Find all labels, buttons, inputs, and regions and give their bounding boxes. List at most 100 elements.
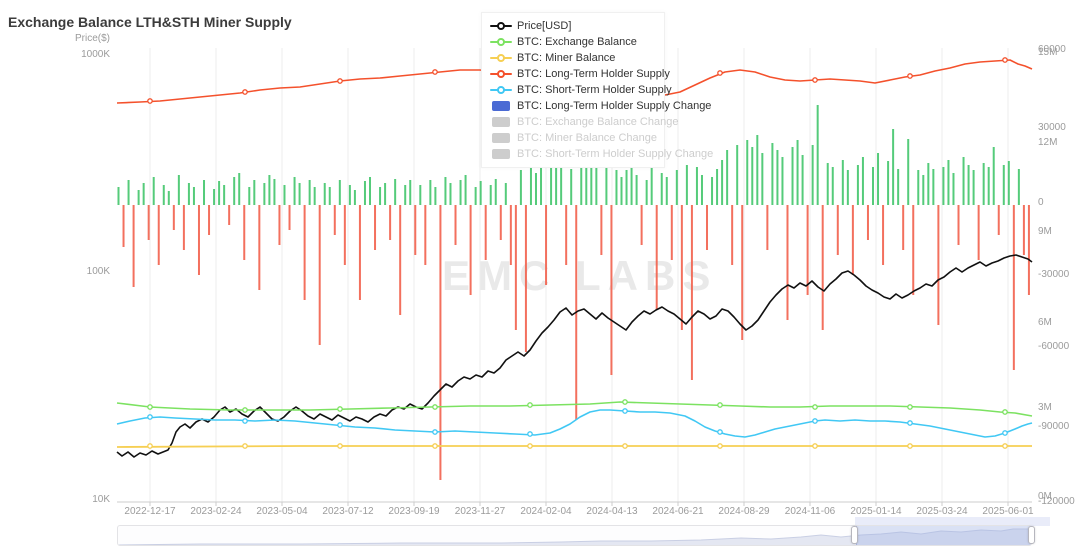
lth-change-bar-negative (670, 205, 673, 260)
legend-line-icon (490, 85, 512, 95)
lth-change-bar-positive (142, 183, 145, 205)
lth-change-bar-negative (484, 205, 487, 260)
series-marker (907, 420, 913, 426)
legend-line-icon (490, 37, 512, 47)
legend-item-btc-short-term-holder-supply-change[interactable]: BTC: Short-Term Holder Supply Change (490, 146, 713, 162)
series-line-btc-exchange-balance (116, 401, 1033, 417)
date-axis-tick: 2023-02-24 (190, 506, 242, 517)
series-marker (432, 429, 438, 435)
lth-change-bar-negative (997, 205, 1000, 235)
series-marker (337, 443, 343, 449)
lth-change-bar-positive (947, 160, 950, 205)
lth-change-bar-positive (987, 167, 990, 205)
series-line-btc-short-term-holder-supply (116, 409, 1033, 438)
lth-change-bar-negative (690, 205, 693, 380)
series-marker (432, 404, 438, 410)
lth-change-bar-positive (459, 180, 462, 205)
lth-change-bar-positive (203, 180, 206, 205)
legend-item-btc-miner-balance[interactable]: BTC: Miner Balance (490, 50, 656, 66)
supply-axis-tick: 3M (1038, 402, 1052, 413)
lth-change-bar-positive (1007, 161, 1010, 205)
legend-rect-icon (490, 117, 512, 127)
lth-change-bar-positive (716, 169, 719, 205)
legend-rect-icon (490, 101, 512, 111)
legend-item-label: BTC: Long-Term Holder Supply (517, 68, 670, 80)
supply-axis-tick: 12M (1038, 137, 1058, 148)
lth-change-bar-positive (892, 129, 895, 205)
date-axis-tick: 2025-03-24 (916, 506, 968, 517)
legend-line-icon (490, 21, 512, 31)
lth-change-bar-negative (278, 205, 281, 245)
lth-change-bar-negative (821, 205, 824, 330)
datazoom-track[interactable] (117, 525, 1032, 546)
lth-change-bar-negative (902, 205, 905, 250)
lth-change-bar-positive (580, 161, 583, 205)
lth-change-bar-positive (771, 143, 774, 205)
lth-change-bar-positive (962, 157, 965, 205)
datazoom-handle-left[interactable] (851, 526, 858, 544)
legend-item-btc-exchange-balance[interactable]: BTC: Exchange Balance (490, 34, 656, 50)
lth-change-bar-positive (756, 135, 759, 205)
legend-item-btc-long-term-holder-supply[interactable]: BTC: Long-Term Holder Supply (490, 66, 670, 82)
lth-change-bar-positive (409, 180, 412, 205)
series-marker (622, 443, 628, 449)
legend-item-btc-exchange-balance-change[interactable]: BTC: Exchange Balance Change (490, 114, 678, 130)
series-marker (717, 429, 723, 435)
date-axis-tick: 2024-11-06 (784, 506, 836, 517)
lth-change-bar-positive (907, 139, 910, 205)
legend-item-btc-long-term-holder-supply-change[interactable]: BTC: Long-Term Holder Supply Change (490, 98, 711, 114)
lth-change-bar-positive (167, 191, 170, 205)
series-marker (147, 404, 153, 410)
supply-axis-tick: 9M (1038, 226, 1052, 237)
series-marker (907, 443, 913, 449)
lth-change-bar-positive (429, 180, 432, 205)
date-axis-tick: 2025-01-14 (850, 506, 902, 517)
supply-axis-tick: 15M (1038, 47, 1058, 58)
lth-change-bar-positive (721, 160, 724, 205)
series-marker (907, 73, 913, 79)
lth-change-bar-positive (550, 167, 553, 205)
lth-change-bar-negative (499, 205, 502, 240)
lth-change-bar-negative (806, 205, 809, 295)
date-axis-tick: 2022-12-17 (124, 506, 176, 517)
supply-axis-tick: 6M (1038, 317, 1052, 328)
lth-change-bar-positive (555, 155, 558, 205)
lth-change-bar-positive (192, 187, 195, 205)
datazoom-window[interactable] (856, 526, 1031, 545)
lth-change-bar-positive (444, 177, 447, 205)
lth-change-bar-negative (882, 205, 885, 265)
series-marker (337, 422, 343, 428)
lth-change-bar-positive (595, 167, 598, 205)
series-line-price-usd- (116, 254, 1033, 458)
lth-change-bar-negative (228, 205, 231, 225)
series-marker (812, 443, 818, 449)
series-marker (527, 431, 533, 437)
series-marker (527, 443, 533, 449)
lth-change-bar-negative (389, 205, 392, 240)
lth-change-bar-positive (223, 185, 226, 205)
lth-change-bar-negative (399, 205, 402, 315)
series-marker (242, 407, 248, 413)
lth-change-bar-positive (922, 175, 925, 205)
lth-change-bar-positive (917, 170, 920, 205)
lth-change-bar-positive (746, 140, 749, 205)
legend-item-btc-short-term-holder-supply[interactable]: BTC: Short-Term Holder Supply (490, 82, 672, 98)
lth-change-bar-positive (494, 179, 497, 205)
date-axis-tick: 2024-08-29 (718, 506, 770, 517)
legend-item-price-usd-[interactable]: Price[USD] (490, 18, 656, 34)
lth-change-bar-positive (404, 185, 407, 205)
lth-change-bar-positive (856, 165, 859, 205)
lth-change-bar-negative (741, 205, 744, 340)
lth-change-bar-positive (972, 170, 975, 205)
lth-change-bar-positive (273, 179, 276, 205)
lth-change-bar-negative (258, 205, 261, 290)
lth-change-bar-positive (761, 153, 764, 205)
lth-change-bar-negative (851, 205, 854, 275)
datazoom-mini-chart (118, 528, 1031, 545)
datazoom-selected-strip[interactable] (855, 517, 1050, 526)
legend-item-btc-miner-balance-change[interactable]: BTC: Miner Balance Change (490, 130, 657, 146)
change-axis-tick: -30000 (1038, 269, 1070, 280)
lth-change-bar-positive (177, 175, 180, 205)
lth-change-bar-positive (218, 181, 221, 205)
datazoom-handle-right[interactable] (1028, 526, 1035, 544)
